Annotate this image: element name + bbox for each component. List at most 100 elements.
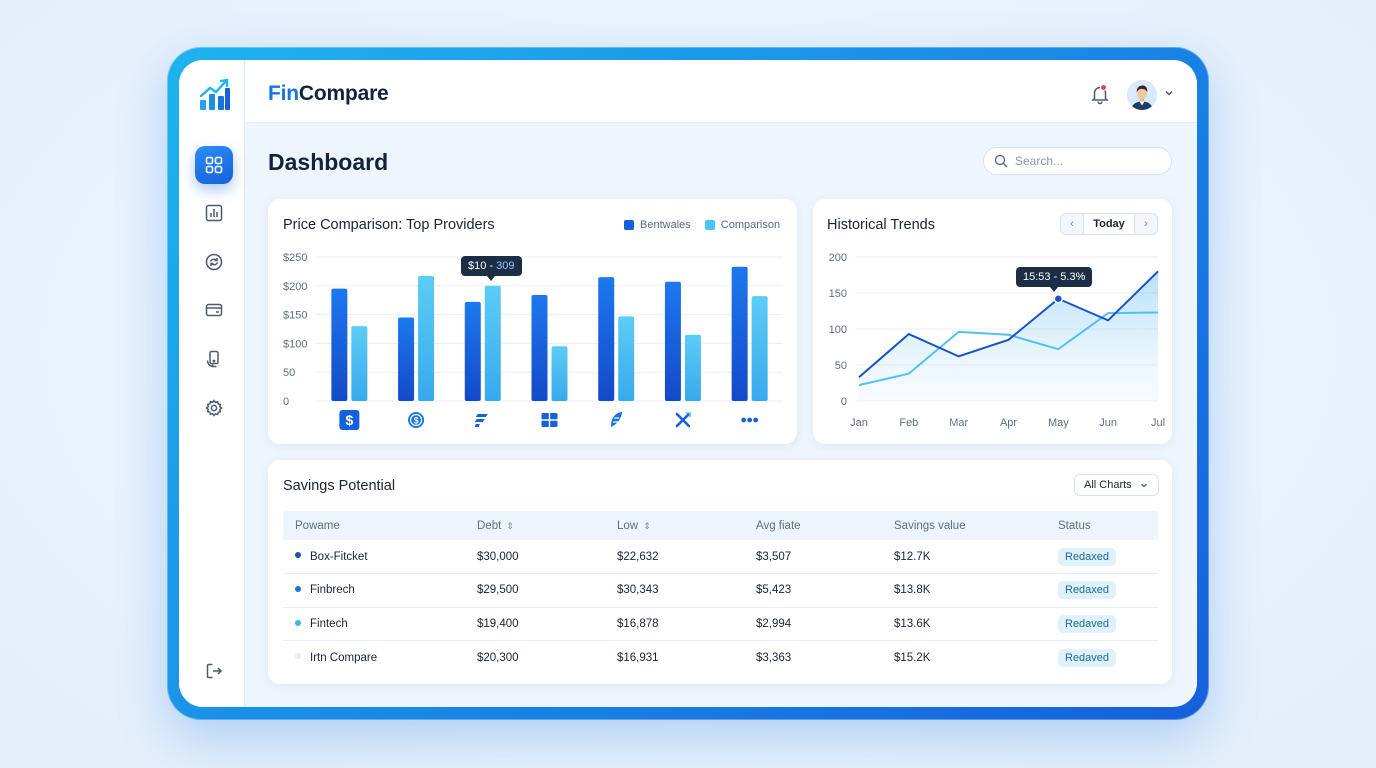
table-row[interactable]: Box-Fitcket $30,000 $22,632 $3,507 $12.7K Red…	[283, 540, 1158, 574]
cell-savings-value: $12.7K	[882, 540, 1046, 574]
y-tick-label: 0	[841, 396, 847, 408]
bar-bentwales[interactable]	[664, 281, 681, 401]
column-header-status[interactable]: Status	[1058, 519, 1091, 532]
cell-low: $30,343	[605, 573, 744, 608]
table-row[interactable]: Fintech $19,400 $16,878 $2,994 $13.6K Redaved	[283, 607, 1158, 641]
cell-name: Finbrech	[283, 573, 465, 608]
area-fill-primary	[859, 271, 1158, 401]
series-line-secondary[interactable]	[858, 311, 1159, 387]
sidebar-item-exchange[interactable]	[195, 243, 233, 281]
bar-bentwales[interactable]	[731, 266, 748, 401]
cell-status: Redaved	[1046, 641, 1158, 675]
search-icon	[994, 154, 1008, 168]
cell-debt: $19,400	[465, 607, 605, 641]
x-icon	[675, 412, 691, 428]
column-header-avg-rate[interactable]: Avg fiate	[756, 519, 801, 532]
bar-bentwales[interactable]	[598, 277, 615, 401]
cell-status: Redaved	[1046, 607, 1158, 641]
next-arrow-button[interactable]: ›	[1144, 218, 1148, 230]
legend-label-secondary: Comparison	[720, 219, 781, 231]
column-header-name[interactable]: Powame	[295, 519, 340, 532]
y-tick-label: $150	[283, 310, 307, 322]
bar-comparison[interactable]	[751, 296, 768, 401]
y-tick-label: $200	[283, 281, 307, 293]
x-tick-label: Jan	[850, 417, 868, 429]
table-header-row: Powame Debt ⇕ Low ⇕ Avg fiate Savings valu…	[283, 511, 1158, 540]
row-color-dot	[295, 552, 301, 559]
bar-bentwales[interactable]	[464, 301, 481, 401]
avatar[interactable]	[1127, 80, 1157, 110]
cell-low: $22,632	[605, 540, 744, 574]
logout-icon	[206, 663, 223, 679]
prev-arrow-button[interactable]: ‹	[1070, 218, 1074, 230]
bar-bentwales[interactable]	[331, 288, 348, 401]
exchange-icon	[205, 253, 223, 271]
column-header-debt[interactable]: Debt ⇕	[477, 519, 514, 532]
row-color-dot	[295, 619, 301, 626]
y-tick-label: $250	[283, 252, 307, 264]
bar-comparison[interactable]	[618, 316, 635, 401]
bar-comparison[interactable]	[551, 346, 568, 401]
cell-savings-value: $15.2K	[894, 651, 931, 664]
column-header-savings-value[interactable]: Savings value	[894, 519, 966, 532]
series-line-primary[interactable]	[858, 270, 1159, 378]
chart-filter-dropdown[interactable]: All Charts	[1074, 474, 1159, 496]
bar-comparison[interactable]	[351, 326, 368, 401]
sort-icon: ⇕	[506, 520, 514, 531]
bar-comparison[interactable]	[484, 285, 501, 401]
sidebar-item-settings[interactable]	[195, 389, 233, 427]
bar-comparison[interactable]	[418, 276, 435, 401]
wallet-icon	[205, 303, 223, 317]
search-input[interactable]	[1015, 154, 1165, 168]
savings-title: Savings Potential	[283, 478, 396, 494]
table-row[interactable]: Finbrech $29,500 $30,343 $5,423 $13.8K Redaxe…	[283, 573, 1158, 608]
sidebar	[179, 60, 245, 707]
svg-text:$: $	[414, 416, 419, 426]
cell-debt: $20,300	[477, 651, 519, 664]
historical-trends-title: Historical Trends	[827, 217, 935, 233]
cell-low: $16,878	[605, 607, 744, 641]
today-button[interactable]: Today	[1083, 214, 1135, 234]
sidebar-item-payments[interactable]	[195, 340, 233, 378]
y-tick-label: 50	[835, 360, 847, 372]
x-tick-label: May	[1048, 417, 1069, 429]
x-tick-label: Jun	[1099, 417, 1117, 429]
logout-button[interactable]	[195, 652, 233, 690]
cell-name: Irtn Compare	[283, 641, 465, 675]
date-navigator: ‹ Today ›	[1060, 213, 1158, 235]
page-title: Dashboard	[268, 149, 389, 175]
column-header-low[interactable]: Low ⇕	[617, 519, 651, 532]
price-comparison-card: Price Comparison: Top Providers Bentwale…	[268, 199, 797, 444]
bar-comparison[interactable]	[684, 334, 701, 401]
mobile-payment-icon	[206, 350, 219, 368]
table-row[interactable]: Irtn Compare $20,300 $16,931 $3,363 $15.2K Re…	[283, 641, 1158, 675]
status-badge: Redaved	[1058, 614, 1117, 633]
x-tick-label: Jul	[1151, 417, 1165, 429]
y-tick-label: 100	[829, 324, 847, 336]
chart-filter-label: All Charts	[1084, 479, 1132, 491]
cell-savings-value: $13.6K	[882, 607, 1046, 641]
search-box[interactable]	[983, 147, 1172, 175]
savings-table: Powame Debt ⇕ Low ⇕ Avg fiate Savings valu…	[283, 511, 1158, 674]
legend-label-primary: Bentwales	[640, 219, 691, 231]
row-color-dot	[295, 586, 301, 593]
price-bar-chart: $250 $200 $150 $100 50 0 $ $	[283, 252, 783, 430]
chart-legend: Bentwales Comparison	[624, 219, 780, 231]
cell-avg-rate: $2,994	[744, 607, 882, 641]
bar-bentwales[interactable]	[531, 295, 548, 401]
savings-potential-card: Savings Potential All Charts Powame Debt…	[268, 460, 1172, 684]
sidebar-item-reports[interactable]	[195, 194, 233, 232]
bar-tooltip: $10 - 309	[461, 256, 522, 281]
grid-icon	[205, 156, 223, 174]
chevron-down-icon[interactable]	[1163, 87, 1175, 99]
chevron-down-icon	[1140, 483, 1147, 488]
sidebar-item-wallet[interactable]	[195, 291, 233, 329]
sort-icon: ⇕	[643, 520, 651, 531]
x-tick-label: Apr	[1000, 417, 1017, 429]
sidebar-item-dashboard[interactable]	[195, 146, 233, 184]
bar-bentwales[interactable]	[398, 317, 415, 401]
row-color-dot	[295, 653, 301, 660]
topbar: FinCompare	[245, 60, 1197, 123]
highlight-point[interactable]	[1053, 294, 1064, 304]
